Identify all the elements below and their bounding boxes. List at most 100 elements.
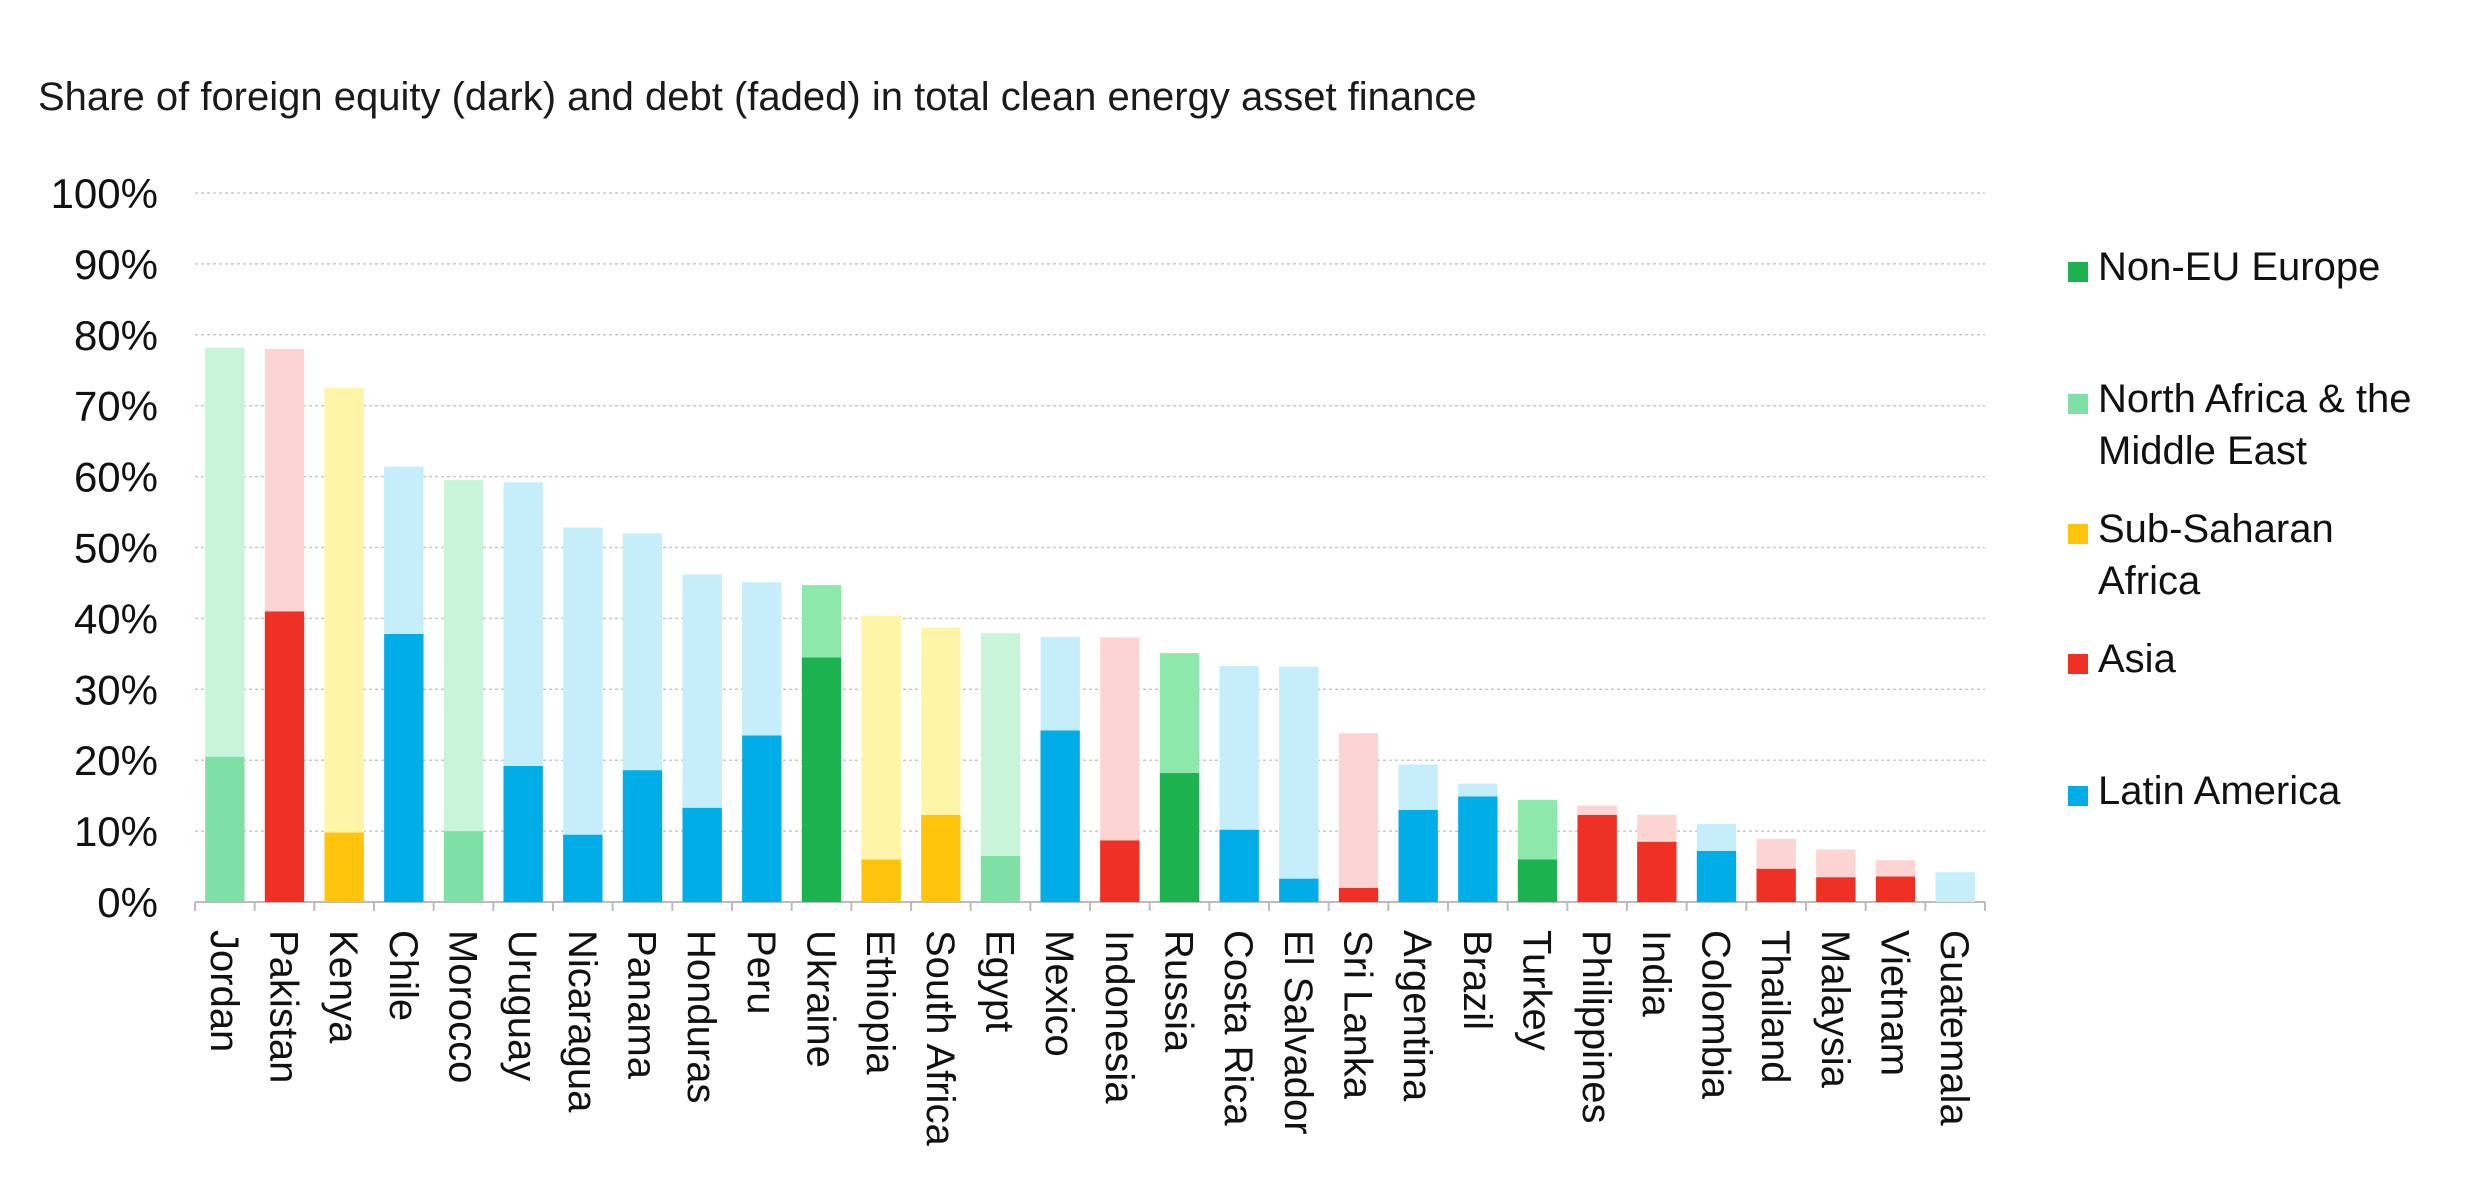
bar-debt-ukraine xyxy=(801,585,842,658)
legend-label: Non-EU Europe xyxy=(2098,245,2380,289)
bar-debt-south-africa xyxy=(921,627,961,815)
legend-swatch xyxy=(2068,262,2088,282)
bar-equity-uruguay xyxy=(503,765,543,902)
bar-debt-indonesia xyxy=(1100,637,1140,841)
x-tick-label: Ukraine xyxy=(799,930,843,1068)
bar-debt-kenya xyxy=(324,387,364,833)
bar-debt-panama xyxy=(622,533,663,771)
y-tick-label: 40% xyxy=(74,595,158,642)
x-tick-label: Honduras xyxy=(679,930,723,1103)
x-tick-label: Nicaragua xyxy=(560,930,604,1113)
bar-debt-vietnam xyxy=(1875,860,1916,877)
bar-equity-nicaragua xyxy=(563,834,603,902)
x-tick-label: Mexico xyxy=(1037,930,1081,1057)
bar-equity-indonesia xyxy=(1100,840,1140,902)
x-tick-label: Ethiopia xyxy=(858,930,902,1075)
bar-debt-jordan xyxy=(205,347,245,757)
x-tick-label: Uruguay xyxy=(500,930,544,1081)
bar-debt-argentina xyxy=(1398,764,1438,810)
bar-equity-colombia xyxy=(1696,850,1737,902)
legend-swatch xyxy=(2068,654,2088,674)
legend-label: Sub-Saharan Africa xyxy=(2098,507,2334,603)
bar-equity-morocco xyxy=(443,831,484,902)
x-tick-label: Turkey xyxy=(1515,930,1559,1051)
bar-equity-india xyxy=(1637,841,1677,902)
x-tick-label: Argentina xyxy=(1395,930,1439,1102)
bar-debt-brazil xyxy=(1458,783,1498,797)
bar-debt-sri-lanka xyxy=(1338,733,1379,888)
x-tick-label: Brazil xyxy=(1455,930,1499,1030)
bar-debt-turkey xyxy=(1517,799,1558,860)
x-axis-tick-labels: Jordan Pakistan Kenya Chile Morocco Uruguay Ni… xyxy=(202,930,1976,1146)
bar-debt-honduras xyxy=(682,574,722,808)
x-tick-label: South Africa xyxy=(918,930,962,1146)
bar-debt-el-salvador xyxy=(1279,666,1319,879)
bar-debt-ethiopia xyxy=(861,615,901,860)
bar-equity-malaysia xyxy=(1816,877,1856,902)
bar-equity-turkey xyxy=(1517,859,1558,902)
bar-equity-mexico xyxy=(1040,730,1080,902)
bar-equity-ukraine xyxy=(801,657,842,902)
legend-swatch xyxy=(2068,394,2088,414)
bar-equity-kenya xyxy=(324,832,364,902)
y-tick-label: 10% xyxy=(74,808,158,855)
x-tick-label: Pakistan xyxy=(262,930,306,1083)
y-tick-label: 70% xyxy=(74,383,158,430)
x-tick-label: Sri Lanka xyxy=(1336,930,1380,1100)
x-tick-label: India xyxy=(1634,930,1678,1017)
bars xyxy=(205,347,1975,902)
bar-debt-guatemala xyxy=(1935,872,1975,902)
bar-equity-el-salvador xyxy=(1279,878,1319,902)
bar-equity-costa-rica xyxy=(1219,829,1259,902)
bar-equity-philippines xyxy=(1577,814,1617,902)
x-tick-label: Colombia xyxy=(1694,930,1738,1100)
bar-equity-peru xyxy=(742,735,782,902)
x-tick-label: Peru xyxy=(739,930,783,1015)
y-tick-label: 90% xyxy=(74,241,158,288)
bar-equity-south-africa xyxy=(921,814,961,902)
x-tick-label: Indonesia xyxy=(1097,930,1141,1104)
legend-label: Asia xyxy=(2098,637,2177,681)
y-tick-label: 20% xyxy=(74,737,158,784)
y-tick-label: 80% xyxy=(74,312,158,359)
bar-equity-jordan xyxy=(205,756,245,902)
bar-equity-egypt xyxy=(980,855,1021,902)
bar-debt-chile xyxy=(384,466,424,634)
y-tick-label: 0% xyxy=(97,879,158,926)
x-tick-label: Egypt xyxy=(978,930,1022,1032)
bar-equity-panama xyxy=(622,770,663,902)
x-tick-label: Guatemala xyxy=(1932,930,1976,1126)
bar-debt-malaysia xyxy=(1816,849,1856,878)
bar-debt-peru xyxy=(742,582,782,736)
x-tick-label: Philippines xyxy=(1574,930,1618,1123)
bar-equity-chile xyxy=(384,633,424,902)
bar-equity-ethiopia xyxy=(861,859,901,902)
x-tick-label: Jordan xyxy=(202,930,246,1052)
x-tick-label: Costa Rica xyxy=(1216,930,1260,1126)
bar-debt-colombia xyxy=(1696,824,1737,851)
bar-equity-pakistan xyxy=(264,611,305,902)
bar-equity-sri-lanka xyxy=(1338,887,1379,902)
y-axis-tick-labels: 0% 10% 20% 30% 40% 50% 60% 70% 80% 90% 100% xyxy=(51,170,158,926)
legend-swatch xyxy=(2068,524,2088,544)
y-tick-label: 60% xyxy=(74,454,158,501)
bar-debt-russia xyxy=(1159,653,1200,773)
bar-debt-morocco xyxy=(443,480,484,832)
legend-label: North Africa & the Middle East xyxy=(2098,377,2411,473)
bar-debt-uruguay xyxy=(503,482,543,766)
bar-debt-philippines xyxy=(1577,805,1617,815)
bar-equity-thailand xyxy=(1756,868,1796,902)
bar-debt-thailand xyxy=(1756,838,1796,869)
legend: Non-EU Europe North Africa & the Middle Ea… xyxy=(2068,245,2411,813)
bar-equity-brazil xyxy=(1458,796,1498,902)
gridlines xyxy=(194,192,1986,911)
bar-equity-russia xyxy=(1159,772,1200,902)
x-tick-label: Russia xyxy=(1157,930,1201,1053)
y-tick-label: 50% xyxy=(74,525,158,572)
x-tick-label: Thailand xyxy=(1753,930,1797,1083)
legend-label: Latin America xyxy=(2098,769,2341,813)
bar-debt-mexico xyxy=(1040,636,1080,731)
bar-debt-pakistan xyxy=(264,348,305,612)
bar-debt-nicaragua xyxy=(563,527,603,835)
